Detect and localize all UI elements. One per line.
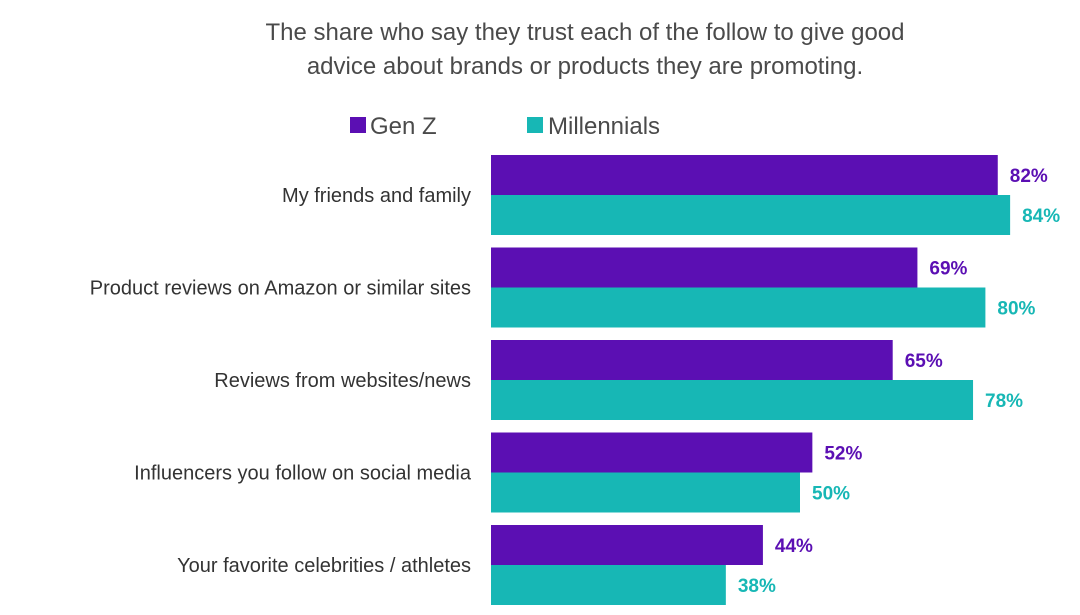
category-label: Reviews from websites/news — [214, 370, 471, 392]
category-label: Your favorite celebrities / athletes — [177, 555, 471, 577]
bar-gen-z — [491, 155, 998, 195]
value-label-millennials: 50% — [812, 484, 850, 505]
category-label: Product reviews on Amazon or similar sit… — [90, 278, 471, 300]
bar-gen-z — [491, 340, 893, 380]
bar-millennials — [491, 472, 800, 513]
legend: Gen Z Millennials — [350, 113, 660, 140]
value-label-millennials: 38% — [738, 576, 776, 597]
value-label-gen-z: 82% — [1010, 166, 1048, 187]
value-label-millennials: 78% — [985, 391, 1023, 412]
legend-label-millennials: Millennials — [548, 113, 660, 140]
bar-gen-z — [491, 432, 813, 473]
legend-label-gen-z: Gen Z — [370, 113, 437, 140]
value-label-millennials: 80% — [997, 299, 1035, 320]
bar-millennials — [491, 287, 986, 328]
value-label-gen-z: 65% — [905, 351, 943, 372]
chart-title-line-1: The share who say they trust each of the… — [265, 19, 904, 46]
bar-millennials — [491, 195, 1011, 235]
value-labels: 82% 84% 69% 80% 65% 78% 52% 50% 44% 38% — [738, 166, 1060, 597]
bar-millennials — [491, 380, 974, 420]
chart-title: The share who say they trust each of the… — [265, 19, 904, 80]
category-label: My friends and family — [282, 185, 471, 207]
value-label-gen-z: 44% — [775, 536, 813, 557]
value-label-millennials: 84% — [1022, 206, 1060, 227]
bar-gen-z — [491, 247, 918, 288]
category-labels: My friends and family Product reviews on … — [90, 185, 472, 577]
legend-swatch-millennials — [527, 117, 543, 133]
value-label-gen-z: 52% — [824, 444, 862, 465]
category-label: Influencers you follow on social media — [134, 463, 472, 485]
bars — [491, 155, 1011, 605]
bar-millennials — [491, 565, 726, 605]
legend-swatch-gen-z — [350, 117, 366, 133]
value-label-gen-z: 69% — [929, 259, 967, 280]
chart-title-line-2: advice about brands or products they are… — [307, 53, 863, 80]
bar-gen-z — [491, 525, 763, 565]
